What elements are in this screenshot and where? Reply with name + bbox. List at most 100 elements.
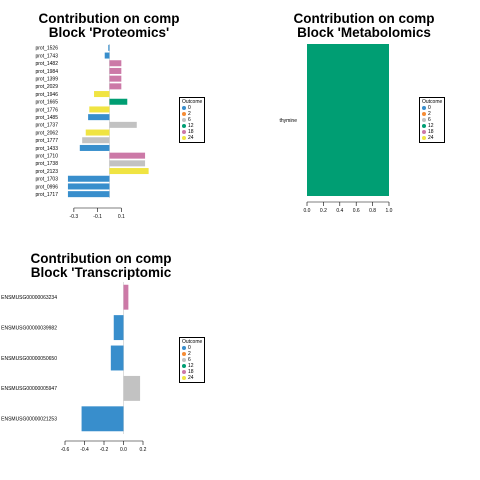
legend-item: 24 xyxy=(182,375,202,381)
panel-transcriptomic: Contribution on comp Block 'Transcriptom… xyxy=(0,240,240,480)
legend-item: 0 xyxy=(182,345,202,351)
bar xyxy=(81,406,124,432)
legend-label: 0 xyxy=(428,105,431,111)
panel-proteomics: Contribution on comp Block 'Proteomics' … xyxy=(0,0,240,240)
bar xyxy=(109,83,122,90)
bar xyxy=(89,106,110,113)
x-tick-label: 0.2 xyxy=(320,208,327,214)
legend-proteomics: Outcome 0 2 6 12 18 24 xyxy=(179,97,206,143)
bar xyxy=(108,44,110,51)
bar xyxy=(94,91,110,98)
legend-dot-icon xyxy=(182,112,186,116)
legend-dot-icon xyxy=(182,358,186,362)
category-label: prot_1738 xyxy=(35,161,58,167)
legend-item: 2 xyxy=(182,111,202,117)
legend-dot-icon xyxy=(182,124,186,128)
legend-dot-icon xyxy=(182,130,186,134)
category-label: prot_1737 xyxy=(35,123,58,129)
category-label: prot_1776 xyxy=(35,107,58,113)
bar xyxy=(104,52,110,59)
legend-dot-icon xyxy=(182,370,186,374)
legend-dot-icon xyxy=(182,136,186,140)
bar xyxy=(109,75,122,82)
legend-item: 18 xyxy=(182,369,202,375)
x-tick-label: -0.6 xyxy=(61,447,70,453)
bar xyxy=(109,60,122,67)
bar xyxy=(109,121,137,128)
category-label: thymine xyxy=(279,118,297,124)
legend-dot-icon xyxy=(182,106,186,110)
legend-item: 24 xyxy=(182,135,202,141)
category-label: prot_1743 xyxy=(35,53,58,59)
legend-dot-icon xyxy=(422,112,426,116)
x-tick-label: 0.2 xyxy=(140,447,147,453)
bar xyxy=(123,375,141,401)
legend-item: 12 xyxy=(422,123,442,129)
category-label: ENSMUSG00000021253 xyxy=(1,417,57,423)
panel-metabolomics: Contribution on comp Block 'Metabolomics… xyxy=(240,0,480,240)
legend-item: 12 xyxy=(182,363,202,369)
category-label: prot_0996 xyxy=(35,184,58,190)
category-label: prot_1433 xyxy=(35,146,58,152)
bar xyxy=(109,160,146,167)
legend-title: Outcome xyxy=(182,99,203,105)
bar xyxy=(123,284,129,310)
bar xyxy=(307,44,389,196)
legend-label: 18 xyxy=(188,369,194,375)
x-tick-label: 0.4 xyxy=(336,208,343,214)
legend-dot-icon xyxy=(182,118,186,122)
bar xyxy=(109,152,146,159)
legend-dot-icon xyxy=(422,124,426,128)
category-label: prot_1399 xyxy=(35,76,58,82)
legend-item: 18 xyxy=(182,129,202,135)
legend-dot-icon xyxy=(422,130,426,134)
category-label: prot_1526 xyxy=(35,46,58,52)
category-label: prot_1946 xyxy=(35,92,58,98)
x-tick-label: -0.3 xyxy=(70,214,79,220)
legend-label: 2 xyxy=(188,111,191,117)
legend-dot-icon xyxy=(182,346,186,350)
legend-item: 6 xyxy=(422,117,442,123)
category-label: prot_2029 xyxy=(35,84,58,90)
legend-item: 6 xyxy=(182,117,202,123)
legend-item: 0 xyxy=(182,105,202,111)
legend-transcriptomic: Outcome 0 2 6 12 18 24 xyxy=(179,337,206,383)
bar xyxy=(110,345,124,371)
legend-label: 24 xyxy=(188,375,194,381)
chart-transcriptomic: ENSMUSG00000063234 ENSMUSG00000039982 ENSM… xyxy=(1,282,147,453)
x-tick-label: -0.4 xyxy=(80,447,89,453)
category-label: prot_1984 xyxy=(35,69,58,75)
x-tick-label: 1.0 xyxy=(386,208,393,214)
bar xyxy=(79,144,110,151)
category-label: prot_1703 xyxy=(35,177,58,183)
bar xyxy=(67,183,110,190)
legend-item: 2 xyxy=(182,351,202,357)
legend-label: 2 xyxy=(428,111,431,117)
bar xyxy=(113,315,124,341)
legend-label: 24 xyxy=(188,135,194,141)
chart-title-transcriptomic: Contribution on comp Block 'Transcriptom… xyxy=(30,251,172,280)
x-tick-label: 0.8 xyxy=(369,208,376,214)
category-label: prot_1665 xyxy=(35,100,58,106)
x-tick-label: -0.1 xyxy=(93,214,102,220)
legend-metabolomics: Outcome 0 2 6 12 18 24 xyxy=(419,97,446,143)
category-label: ENSMUSG00000063234 xyxy=(1,295,57,301)
legend-item: 12 xyxy=(182,123,202,129)
x-tick-label: 0.0 xyxy=(304,208,311,214)
x-tick-label: 0.6 xyxy=(353,208,360,214)
legend-label: 2 xyxy=(188,351,191,357)
category-label: prot_2123 xyxy=(35,169,58,175)
legend-dot-icon xyxy=(422,118,426,122)
bar xyxy=(88,114,110,121)
legend-label: 12 xyxy=(188,363,194,369)
legend-label: 12 xyxy=(428,123,434,129)
legend-item: 24 xyxy=(422,135,442,141)
legend-title: Outcome xyxy=(182,339,203,345)
category-label: ENSMUSG00000050650 xyxy=(1,356,57,362)
category-label: prot_1710 xyxy=(35,153,58,159)
legend-label: 18 xyxy=(428,129,434,135)
legend-label: 18 xyxy=(188,129,194,135)
legend-label: 0 xyxy=(188,345,191,351)
bar xyxy=(109,67,122,74)
legend-title: Outcome xyxy=(422,99,443,105)
